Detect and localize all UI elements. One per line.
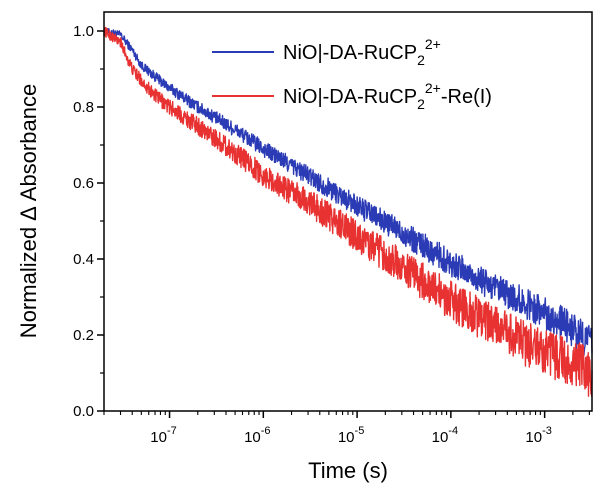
ticks-layer: 0.0 0.2 0.4 0.6 0.8 1.0 10-7 10-6 10-5 10-4 10-3 xyxy=(73,23,590,446)
y-tick-label: 0.2 xyxy=(73,327,94,344)
x-tick-label: 10-3 xyxy=(525,425,551,446)
legend: NiO|-DA-RuCP22+ NiO|-DA-RuCP22+-Re(I) xyxy=(212,36,492,112)
x-tick-label: 10-6 xyxy=(244,425,270,446)
y-axis-title: Normalized Δ Absorbance xyxy=(16,84,41,338)
x-tick-label: 10-4 xyxy=(432,425,458,446)
series-layer xyxy=(103,26,593,398)
x-tick-label: 10-5 xyxy=(338,425,364,446)
y-tick-label: 0.4 xyxy=(73,251,94,268)
y-tick-label: 1.0 xyxy=(73,23,94,40)
x-tick-label: 10-7 xyxy=(150,425,176,446)
y-tick-label: 0.6 xyxy=(73,175,94,192)
x-axis-title: Time (s) xyxy=(308,458,388,483)
y-tick-label: 0.8 xyxy=(73,99,94,116)
series-line-1 xyxy=(103,27,593,356)
series-line-2 xyxy=(103,26,593,398)
legend-label-1: NiO|-DA-RuCP22+ xyxy=(283,36,441,68)
legend-label-2: NiO|-DA-RuCP22+-Re(I) xyxy=(283,80,492,112)
y-tick-label: 0.0 xyxy=(73,403,94,420)
